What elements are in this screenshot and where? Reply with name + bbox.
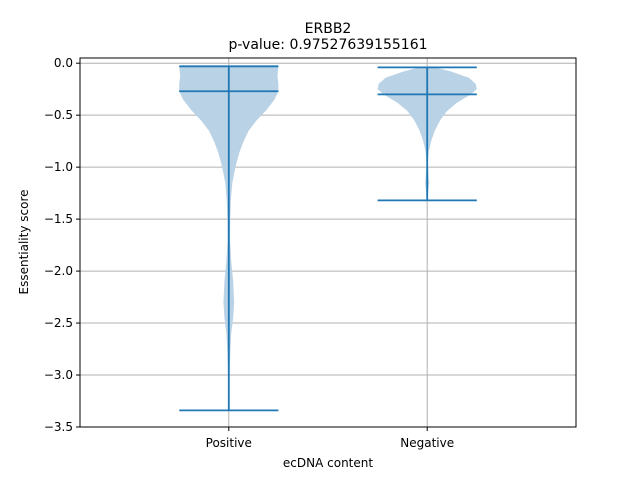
x-tick-label: Positive (206, 436, 252, 450)
chart-title: ERBB2 (305, 21, 352, 37)
plot-frame (79, 57, 577, 428)
y-axis-label: Essentiality score (17, 190, 31, 295)
y-tick-label: −1.5 (44, 212, 73, 226)
y-tick-label: −2.0 (44, 264, 73, 278)
chart-subtitle: p-value: 0.97527639155161 (228, 37, 427, 53)
y-tick-label: 0.0 (54, 56, 73, 70)
y-tick-label: −2.5 (44, 316, 73, 330)
y-tick-label: −3.5 (44, 420, 73, 434)
x-axis-label: ecDNA content (283, 456, 373, 470)
y-tick-label: −1.0 (44, 160, 73, 174)
x-tick-label: Negative (400, 436, 454, 450)
axis-layer: 0.0 −0.5 −1.0 −1.5 −2.0 −2.5 −3.0 −3.5 Positive N… (44, 56, 454, 450)
y-tick-label: −3.0 (44, 368, 73, 382)
violin-layer (179, 65, 477, 412)
y-tick-label: −0.5 (44, 108, 73, 122)
